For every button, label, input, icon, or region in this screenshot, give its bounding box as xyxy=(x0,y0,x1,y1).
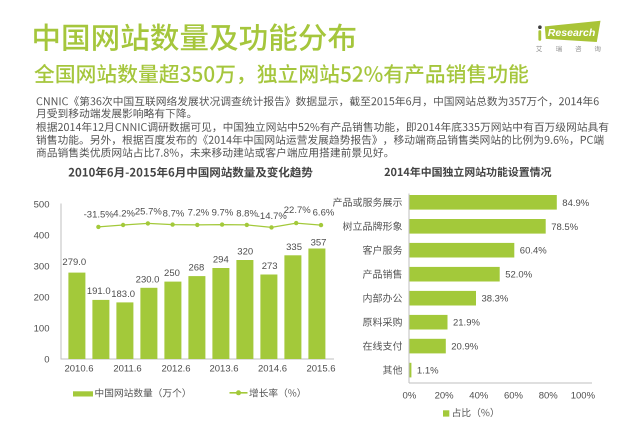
svg-text:Research: Research xyxy=(548,28,596,39)
svg-text:2014.6: 2014.6 xyxy=(258,364,287,375)
svg-text:6.6%: 6.6% xyxy=(313,208,335,219)
svg-text:0: 0 xyxy=(44,354,49,365)
svg-text:2015.6: 2015.6 xyxy=(306,364,335,375)
svg-text:78.5%: 78.5% xyxy=(551,222,578,233)
svg-text:320: 320 xyxy=(237,246,253,257)
svg-text:294: 294 xyxy=(213,255,229,266)
svg-text:-31.5%: -31.5% xyxy=(84,209,115,220)
svg-text:400: 400 xyxy=(34,231,50,242)
svg-text:21.9%: 21.9% xyxy=(453,318,480,329)
svg-text:357: 357 xyxy=(311,237,327,248)
svg-text:100%: 100% xyxy=(571,391,596,402)
svg-text:84.9%: 84.9% xyxy=(562,198,589,209)
svg-text:1.1%: 1.1% xyxy=(417,366,439,377)
svg-text:8.7%: 8.7% xyxy=(163,209,185,220)
svg-text:80%: 80% xyxy=(539,391,559,402)
svg-text:8.8%: 8.8% xyxy=(236,208,258,219)
svg-text:22.7%: 22.7% xyxy=(284,205,311,216)
svg-text:268: 268 xyxy=(188,263,204,274)
svg-text:250: 250 xyxy=(164,268,180,279)
svg-text:20%: 20% xyxy=(435,391,455,402)
svg-text:2013.6: 2013.6 xyxy=(209,364,238,375)
svg-text:20.9%: 20.9% xyxy=(451,342,478,353)
svg-text:279.0: 279.0 xyxy=(62,257,86,268)
svg-text:300: 300 xyxy=(34,262,50,273)
svg-text:200: 200 xyxy=(34,293,50,304)
svg-text:100: 100 xyxy=(34,323,50,334)
svg-text:273: 273 xyxy=(262,261,278,272)
svg-text:60%: 60% xyxy=(504,391,524,402)
svg-text:40%: 40% xyxy=(469,391,489,402)
svg-text:335: 335 xyxy=(286,242,302,253)
svg-text:9.7%: 9.7% xyxy=(212,208,234,219)
svg-text:2011.6: 2011.6 xyxy=(113,364,141,375)
svg-text:38.3%: 38.3% xyxy=(481,294,508,305)
svg-text:7.2%: 7.2% xyxy=(188,208,210,219)
svg-text:52.0%: 52.0% xyxy=(505,270,532,281)
svg-text:25.7%: 25.7% xyxy=(135,207,162,218)
svg-text:60.4%: 60.4% xyxy=(520,246,547,257)
svg-text:500: 500 xyxy=(34,200,50,211)
svg-text:2010.6: 2010.6 xyxy=(64,364,93,375)
svg-text:0%: 0% xyxy=(403,391,417,402)
svg-text:191.0: 191.0 xyxy=(87,286,111,297)
svg-text:230.0: 230.0 xyxy=(136,274,160,285)
svg-text:2012.6: 2012.6 xyxy=(161,364,190,375)
svg-text:183.0: 183.0 xyxy=(111,289,135,300)
svg-text:4.2%: 4.2% xyxy=(113,208,135,219)
svg-text:-14.7%: -14.7% xyxy=(257,211,288,222)
